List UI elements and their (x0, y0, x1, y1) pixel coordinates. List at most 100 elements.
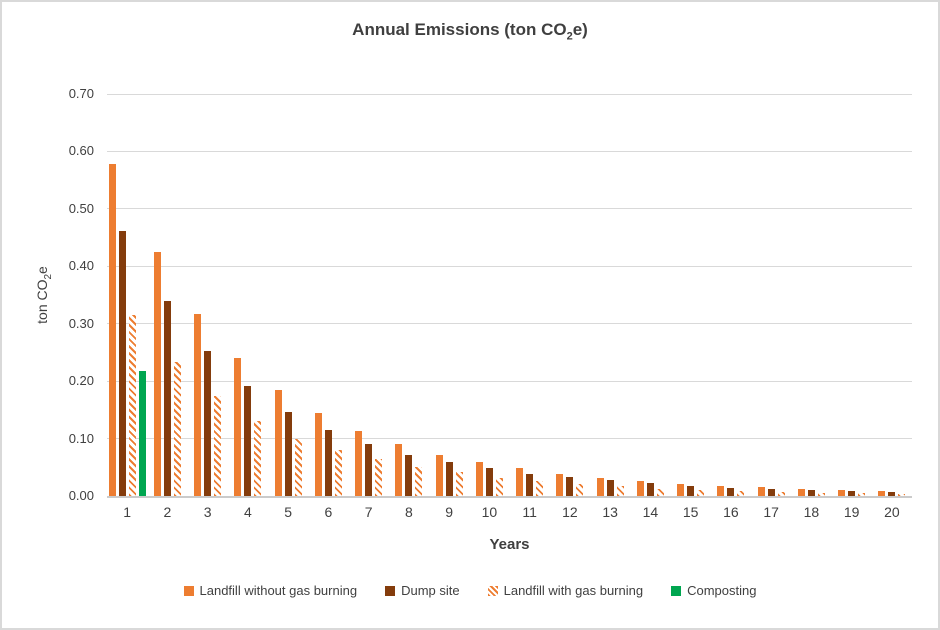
bar-landfill-without-gas-burning-year-18[interactable] (797, 489, 805, 496)
bar-landfill-with-gas-burning-year-6[interactable] (334, 450, 342, 496)
bar-landfill-without-gas-burning-year-20[interactable] (878, 491, 886, 496)
bar-landfill-with-gas-burning-year-18[interactable] (817, 493, 825, 496)
legend-label: Landfill with gas burning (503, 583, 644, 598)
legend-label: Dump site (401, 583, 460, 598)
bar-landfill-with-gas-burning-year-11[interactable] (536, 481, 544, 496)
bar-landfill-without-gas-burning-year-13[interactable] (596, 478, 604, 496)
x-tick-label: 19 (843, 504, 860, 520)
bar-dump-site-year-12[interactable] (566, 477, 574, 496)
legend-swatch-orange-icon (183, 585, 194, 596)
bar-landfill-with-gas-burning-year-10[interactable] (495, 478, 503, 496)
bar-group-year-12 (550, 94, 590, 496)
x-tick-label: 15 (682, 504, 699, 520)
bar-landfill-without-gas-burning-year-11[interactable] (516, 468, 524, 496)
gridline (107, 150, 912, 152)
bar-landfill-with-gas-burning-year-4[interactable] (254, 421, 262, 496)
bar-landfill-without-gas-burning-year-17[interactable] (757, 487, 765, 496)
bar-group-year-19 (832, 94, 872, 496)
y-tick-label: 0.20 (68, 373, 94, 389)
bar-landfill-without-gas-burning-year-1[interactable] (108, 164, 116, 496)
bar-dump-site-year-13[interactable] (606, 480, 614, 496)
bar-landfill-with-gas-burning-year-2[interactable] (173, 362, 181, 496)
bar-landfill-with-gas-burning-year-5[interactable] (294, 439, 302, 496)
bar-dump-site-year-1[interactable] (118, 231, 126, 496)
bar-dump-site-year-7[interactable] (365, 444, 373, 496)
legend-label: Composting (687, 583, 757, 598)
bar-dump-site-year-9[interactable] (445, 462, 453, 496)
x-tick-label: 12 (562, 504, 578, 520)
bar-landfill-without-gas-burning-year-14[interactable] (636, 481, 644, 496)
x-tick-label: 17 (763, 504, 779, 520)
bar-landfill-without-gas-burning-year-2[interactable] (153, 252, 161, 496)
bar-landfill-with-gas-burning-year-14[interactable] (656, 489, 664, 496)
plot-area (107, 93, 912, 498)
bar-landfill-with-gas-burning-year-9[interactable] (455, 472, 463, 496)
bar-landfill-without-gas-burning-year-12[interactable] (556, 474, 564, 496)
bar-landfill-without-gas-burning-year-6[interactable] (314, 413, 322, 496)
bar-landfill-with-gas-burning-year-1[interactable] (128, 315, 136, 496)
bar-dump-site-year-4[interactable] (244, 386, 252, 496)
bar-group-year-15 (671, 94, 711, 496)
bar-dump-site-year-5[interactable] (284, 412, 292, 496)
y-tick-label: 0.70 (68, 86, 94, 101)
bar-landfill-without-gas-burning-year-8[interactable] (395, 444, 403, 496)
bar-landfill-with-gas-burning-year-8[interactable] (415, 467, 423, 496)
x-tick-label: 10 (481, 504, 498, 520)
bar-groups (107, 94, 912, 496)
bar-group-year-5 (268, 94, 308, 496)
x-tick-label: 18 (803, 504, 820, 520)
bar-group-year-11 (510, 94, 550, 496)
bar-landfill-without-gas-burning-year-19[interactable] (838, 490, 846, 496)
legend-item-composting[interactable]: Composting (671, 583, 756, 598)
x-tick-label: 11 (522, 504, 537, 520)
legend-item-dump-site[interactable]: Dump site (385, 583, 460, 598)
bar-dump-site-year-15[interactable] (687, 486, 695, 496)
bar-group-year-6 (308, 94, 348, 496)
gridline (107, 380, 912, 382)
bar-group-year-4 (228, 94, 268, 496)
bar-dump-site-year-10[interactable] (485, 468, 493, 496)
bar-landfill-without-gas-burning-year-9[interactable] (435, 455, 443, 496)
bar-landfill-without-gas-burning-year-7[interactable] (355, 431, 363, 496)
bar-landfill-with-gas-burning-year-15[interactable] (697, 490, 705, 496)
bar-dump-site-year-11[interactable] (526, 474, 534, 496)
bar-landfill-with-gas-burning-year-20[interactable] (898, 494, 906, 496)
bar-dump-site-year-8[interactable] (405, 455, 413, 496)
gridline (107, 208, 912, 210)
bar-landfill-with-gas-burning-year-3[interactable] (214, 396, 222, 496)
bar-landfill-without-gas-burning-year-4[interactable] (234, 358, 242, 496)
bar-dump-site-year-6[interactable] (324, 430, 332, 496)
bar-dump-site-year-2[interactable] (163, 301, 171, 496)
legend-item-landfill-with-gas-burning[interactable]: Landfill with gas burning (487, 583, 644, 598)
chart-title-text: Annual Emissions (ton CO (352, 20, 567, 39)
bar-landfill-with-gas-burning-year-7[interactable] (375, 459, 383, 496)
bar-dump-site-year-19[interactable] (848, 491, 856, 496)
bar-dump-site-year-20[interactable] (888, 492, 896, 496)
bar-landfill-without-gas-burning-year-3[interactable] (194, 314, 202, 496)
x-tick-label: 14 (642, 504, 659, 520)
bar-landfill-without-gas-burning-year-10[interactable] (475, 462, 483, 496)
bar-landfill-with-gas-burning-year-13[interactable] (616, 486, 624, 496)
bar-dump-site-year-16[interactable] (727, 488, 735, 496)
bar-group-year-14 (630, 94, 670, 496)
bar-landfill-with-gas-burning-year-17[interactable] (777, 492, 785, 496)
bar-composting-year-1[interactable] (138, 371, 146, 496)
bar-landfill-with-gas-burning-year-16[interactable] (737, 491, 745, 496)
bar-landfill-with-gas-burning-year-19[interactable] (858, 493, 866, 496)
x-tick-label: 3 (203, 504, 212, 520)
bar-dump-site-year-14[interactable] (646, 483, 654, 496)
bar-dump-site-year-3[interactable] (204, 351, 212, 496)
bar-dump-site-year-18[interactable] (807, 490, 815, 496)
legend-item-landfill-without-gas-burning[interactable]: Landfill without gas burning (183, 583, 357, 598)
bar-dump-site-year-17[interactable] (767, 489, 775, 496)
legend-swatch-green-icon (671, 585, 682, 596)
bar-landfill-with-gas-burning-year-12[interactable] (576, 484, 584, 496)
x-tick-label: 9 (445, 504, 454, 520)
bar-landfill-without-gas-burning-year-15[interactable] (677, 484, 685, 496)
gridline (107, 438, 912, 440)
gridline (107, 93, 912, 95)
bar-landfill-without-gas-burning-year-5[interactable] (274, 390, 282, 496)
x-tick-label: 2 (163, 504, 172, 520)
bar-landfill-without-gas-burning-year-16[interactable] (717, 486, 725, 496)
